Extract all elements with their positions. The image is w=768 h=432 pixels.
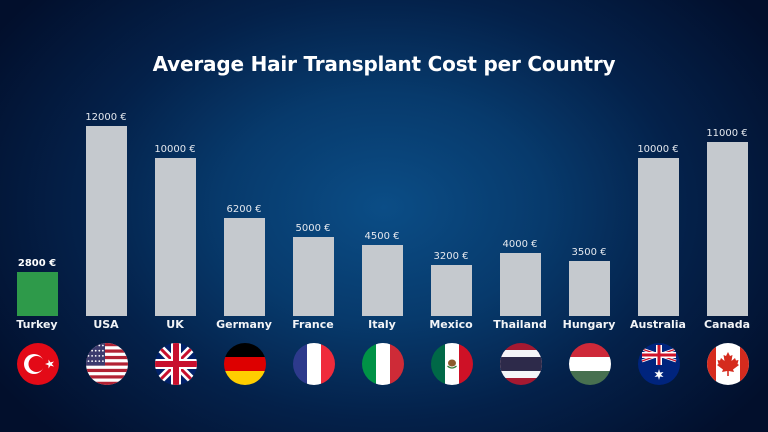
bar-mexico <box>431 265 472 316</box>
bar-usa <box>86 126 127 316</box>
category-label-thailand: Thailand <box>493 318 547 331</box>
usa-flag-icon <box>85 343 128 385</box>
bar-rect <box>155 158 196 316</box>
value-label-france: 5000 € <box>295 223 331 234</box>
bar-italy <box>362 245 403 316</box>
category-label-turkey: Turkey <box>16 318 58 331</box>
bar-rect <box>224 218 265 316</box>
category-label-mexico: Mexico <box>429 318 473 331</box>
mexico-flag-icon <box>430 343 473 385</box>
value-label-thailand: 4000 € <box>502 239 538 250</box>
thailand-flag-icon <box>499 343 542 385</box>
bar-rect <box>431 265 472 316</box>
value-label-italy: 4500 € <box>364 231 400 242</box>
category-label-italy: Italy <box>368 318 396 331</box>
value-label-canada: 11000 € <box>706 128 748 139</box>
turkey-flag-icon <box>16 343 59 385</box>
category-label-hungary: Hungary <box>562 318 616 331</box>
value-label-germany: 6200 € <box>226 204 262 215</box>
bar-germany <box>224 218 265 316</box>
bar-uk <box>155 158 196 316</box>
bar-australia <box>638 158 679 316</box>
value-label-usa: 12000 € <box>85 112 127 123</box>
hungary-flag-icon <box>568 343 611 385</box>
bar-canada <box>707 142 748 316</box>
category-label-australia: Australia <box>630 318 686 331</box>
bar-hungary <box>569 261 610 316</box>
bar-france <box>293 237 334 316</box>
category-label-usa: USA <box>93 318 119 331</box>
bar-rect <box>569 261 610 316</box>
italy-flag-icon <box>361 343 404 385</box>
bar-rect <box>362 245 403 316</box>
bar-rect <box>707 142 748 316</box>
category-label-germany: Germany <box>216 318 272 331</box>
bar-rect <box>500 253 541 316</box>
value-label-uk: 10000 € <box>154 144 196 155</box>
france-flag-icon <box>292 343 335 385</box>
canada-flag-icon <box>706 343 749 385</box>
value-label-mexico: 3200 € <box>433 251 469 262</box>
australia-flag-icon <box>637 343 680 385</box>
category-label-canada: Canada <box>703 318 751 331</box>
value-label-hungary: 3500 € <box>571 247 607 258</box>
category-label-uk: UK <box>166 318 184 331</box>
value-label-turkey: 2800 € <box>17 258 57 269</box>
bar-thailand <box>500 253 541 316</box>
uk-flag-icon <box>154 343 197 385</box>
chart-title: Average Hair Transplant Cost per Country <box>152 52 616 76</box>
bar-rect <box>17 272 58 316</box>
bar-turkey <box>17 272 58 316</box>
germany-flag-icon <box>223 343 266 385</box>
bar-rect <box>638 158 679 316</box>
bar-rect <box>293 237 334 316</box>
bar-rect <box>86 126 127 316</box>
value-label-australia: 10000 € <box>637 144 679 155</box>
category-label-france: France <box>292 318 334 331</box>
